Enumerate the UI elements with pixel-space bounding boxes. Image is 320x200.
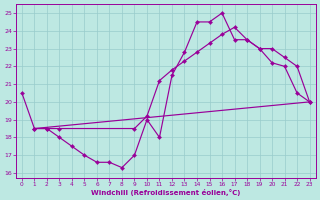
X-axis label: Windchill (Refroidissement éolien,°C): Windchill (Refroidissement éolien,°C): [91, 189, 240, 196]
